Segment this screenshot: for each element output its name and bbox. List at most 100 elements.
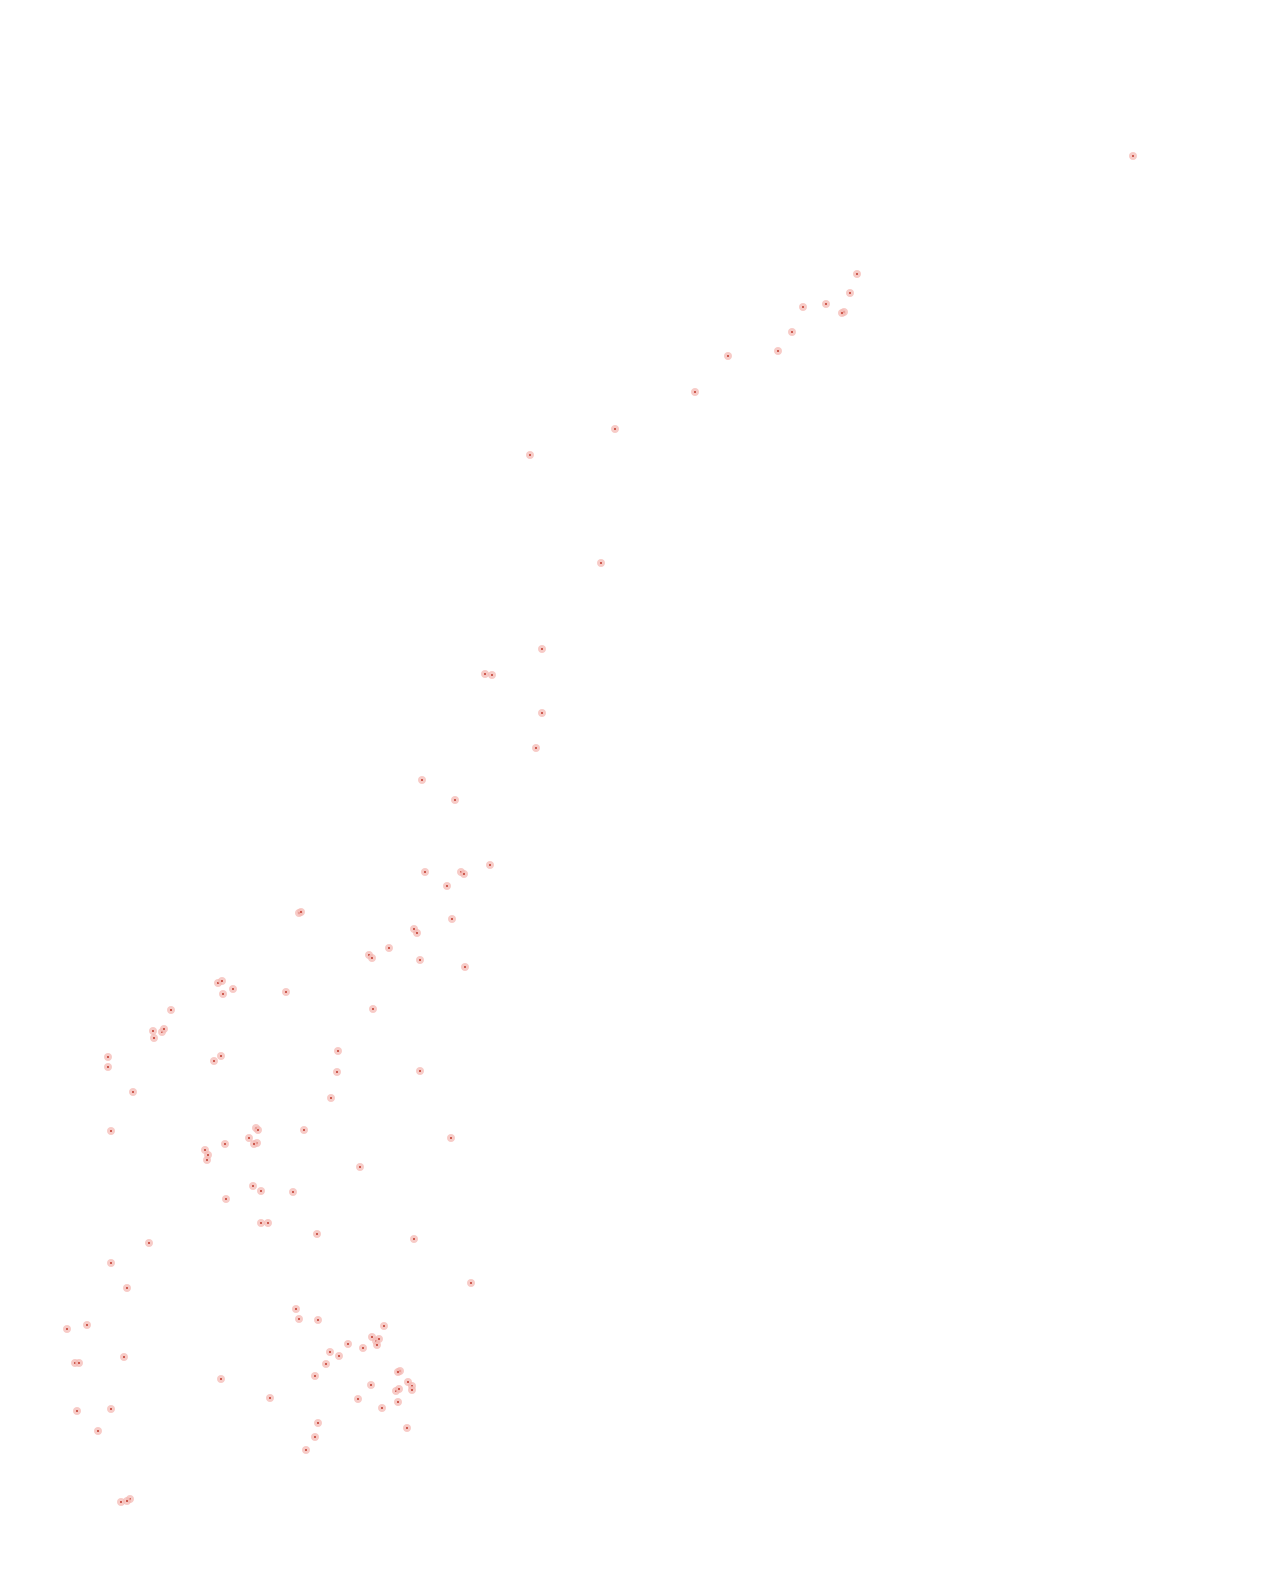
data-point [289,1188,297,1196]
data-point [344,1340,352,1348]
data-point [333,1068,341,1076]
data-point [394,1398,402,1406]
data-point [292,1305,300,1313]
data-point [846,289,854,297]
data-point [408,1386,416,1394]
data-point [418,776,426,784]
data-point [254,1126,262,1134]
data-point [421,868,429,876]
data-point [481,670,489,678]
data-point [853,270,861,278]
points-layer [63,152,1137,1506]
data-point [774,347,782,355]
data-point [526,451,534,459]
data-point [295,1315,303,1323]
data-point [413,929,421,937]
data-point [597,559,605,567]
data-point [123,1284,131,1292]
data-point [94,1427,102,1435]
data-point [167,1006,175,1014]
data-point [447,1134,455,1142]
data-point [160,1025,168,1033]
data-point [367,1381,375,1389]
data-point [107,1127,115,1135]
data-point [838,309,846,317]
data-point [461,963,469,971]
data-point [378,1404,386,1412]
data-point [107,1405,115,1413]
data-point [104,1063,112,1071]
data-point [327,1094,335,1102]
data-point [335,1352,343,1360]
data-point [302,1446,310,1454]
data-point [264,1219,272,1227]
data-point [724,352,732,360]
data-point [218,977,226,985]
data-point [297,908,305,916]
data-point [488,671,496,679]
data-point [385,944,393,952]
data-point [266,1394,274,1402]
data-point [359,1344,367,1352]
data-point [416,956,424,964]
data-point [443,882,451,890]
data-point [129,1088,137,1096]
data-point [451,796,459,804]
data-point [250,1140,258,1148]
data-point [107,1259,115,1267]
data-point [611,425,619,433]
data-point [245,1134,253,1142]
data-point [123,1497,131,1505]
data-point [532,744,540,752]
data-point [822,300,830,308]
data-point [311,1433,319,1441]
data-point [314,1316,322,1324]
data-point [150,1034,158,1042]
data-point [210,1057,218,1065]
data-point [203,1156,211,1164]
data-point [221,1140,229,1148]
data-point [538,645,546,653]
data-point [149,1027,157,1035]
data-point [538,709,546,717]
data-point [63,1325,71,1333]
data-point [257,1187,265,1195]
data-point [313,1230,321,1238]
data-point [410,1235,418,1243]
data-point [334,1047,342,1055]
data-point [460,870,468,878]
data-point [217,1052,225,1060]
data-point [467,1279,475,1287]
data-point [380,1322,388,1330]
data-point [229,985,237,993]
data-point [83,1321,91,1329]
data-point [217,1375,225,1383]
data-point [311,1372,319,1380]
data-point [1129,152,1137,160]
data-point [117,1498,125,1506]
data-point [219,990,227,998]
data-point [448,915,456,923]
data-point [75,1359,83,1367]
data-point [356,1163,364,1171]
data-point [373,1341,381,1349]
data-point [369,1005,377,1013]
data-point [257,1219,265,1227]
data-point [145,1239,153,1247]
data-point [368,954,376,962]
data-point [395,1385,403,1393]
data-point [120,1353,128,1361]
data-point [394,1368,402,1376]
data-point [222,1195,230,1203]
data-point [249,1182,257,1190]
data-point [691,388,699,396]
data-point [104,1053,112,1061]
data-point [314,1419,322,1427]
data-point [354,1395,362,1403]
data-point [300,1126,308,1134]
data-point [73,1407,81,1415]
data-point [282,988,290,996]
data-point [486,861,494,869]
data-point [322,1360,330,1368]
